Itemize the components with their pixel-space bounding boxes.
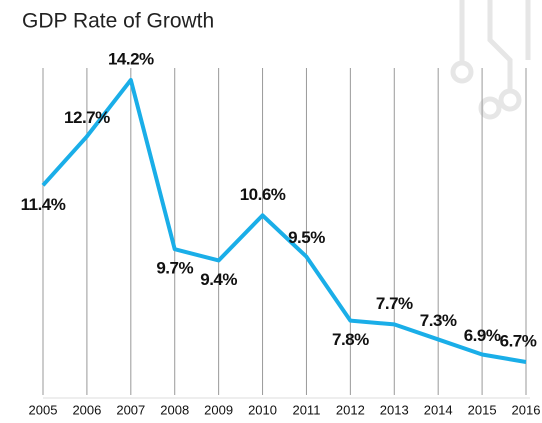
x-tick-label: 2012	[336, 402, 365, 417]
data-label: 14.2%	[108, 49, 154, 68]
data-label: 7.7%	[376, 294, 413, 313]
x-tick-label: 2011	[292, 402, 320, 417]
x-tick-label: 2009	[204, 402, 233, 417]
decoration	[450, 0, 531, 120]
data-label: 11.4%	[21, 195, 66, 214]
x-tick-label: 2006	[72, 402, 101, 417]
line	[41, 78, 527, 364]
x-tick-label: 2007	[116, 402, 145, 417]
x-tick-label: 2014	[424, 402, 453, 417]
x-tick-label: 2013	[380, 402, 409, 417]
data-label: 6.7%	[500, 331, 537, 350]
data-label: 7.8%	[332, 330, 369, 349]
x-tick-label: 2010	[248, 402, 277, 417]
x-tick-label: 2005	[29, 402, 58, 417]
x-tick-label: 2016	[512, 402, 541, 417]
data-label: 6.9%	[464, 326, 501, 345]
data-label: 7.3%	[420, 311, 457, 330]
x-tick-label: 2015	[468, 402, 497, 417]
chart-title: GDP Rate of Growth	[22, 10, 214, 33]
data-label: 12.7%	[64, 108, 110, 127]
data-label: 9.4%	[200, 270, 237, 289]
data-label: 9.7%	[156, 259, 193, 278]
x-tick-label: 2008	[160, 402, 189, 417]
data-label: 10.6%	[240, 185, 286, 204]
data-label: 9.5%	[288, 228, 325, 247]
